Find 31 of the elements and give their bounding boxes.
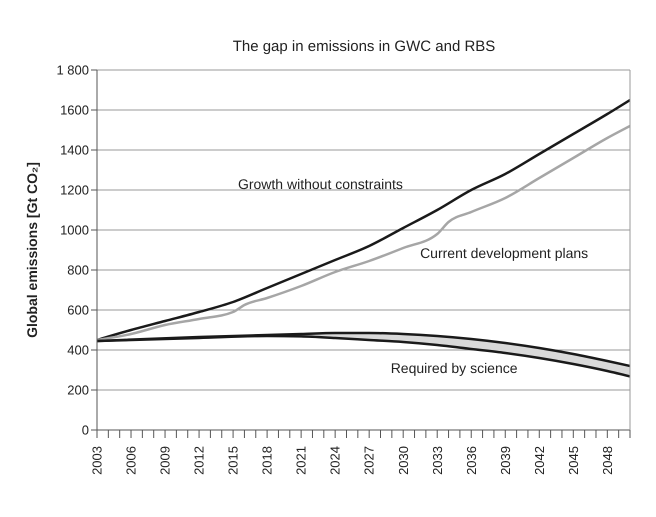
x-tick-label: 2021 — [294, 446, 309, 475]
y-tick-label: 1400 — [60, 142, 89, 158]
y-tick-label: 800 — [67, 262, 89, 278]
series-label: Current development plans — [420, 244, 588, 261]
x-tick-label: 2045 — [566, 446, 581, 475]
y-tick-label: 0 — [82, 422, 89, 438]
y-axis-title: Global emissions [Gt CO₂] — [24, 162, 40, 338]
x-tick-label: 2030 — [396, 446, 411, 475]
x-tick-label: 2003 — [90, 446, 105, 475]
y-tick-label: 1 800 — [56, 62, 89, 78]
x-tick-label: 2039 — [498, 446, 513, 475]
x-tick-label: 2009 — [158, 446, 173, 475]
y-tick-label: 1200 — [60, 182, 89, 198]
chart-title: The gap in emissions in GWC and RBS — [232, 38, 496, 55]
series-label: Required by science — [390, 360, 518, 376]
text: Growth without constraints — [238, 176, 403, 192]
x-tick-label: 2033 — [430, 446, 445, 475]
y-tick-label: 1000 — [60, 222, 89, 238]
x-tick-label: 2036 — [464, 446, 479, 475]
y-tick-label: 200 — [67, 382, 89, 398]
y-tick-label: 1600 — [60, 102, 89, 118]
x-tick-label: 2018 — [260, 446, 275, 475]
x-tick-label: 2015 — [226, 446, 241, 475]
y-tick-label: 400 — [67, 342, 89, 358]
x-tick-label: 2012 — [192, 446, 207, 475]
x-tick-label: 2048 — [600, 446, 615, 475]
x-tick-label: 2027 — [362, 446, 377, 475]
x-tick-label: 2024 — [328, 446, 343, 475]
y-tick-label: 600 — [67, 302, 89, 318]
x-tick-label: 2042 — [532, 446, 547, 475]
x-tick-label: 2006 — [124, 446, 139, 475]
